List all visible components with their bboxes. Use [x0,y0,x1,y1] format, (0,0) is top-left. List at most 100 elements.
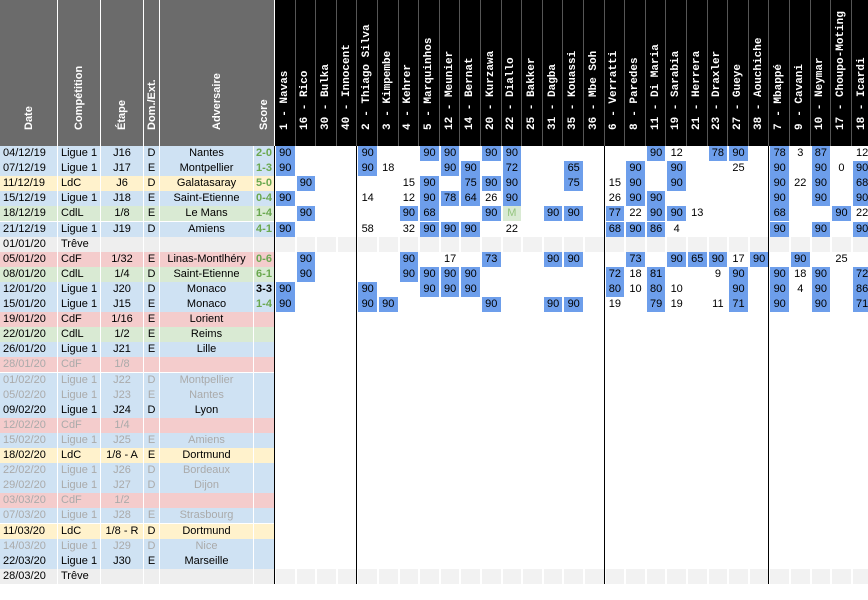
player-minutes-cell [729,463,748,478]
player-minutes-cell: 68 [605,221,625,237]
table-row[interactable]: 01/01/20 Trêve [0,236,868,252]
table-row[interactable]: 28/03/20 Trêve [0,568,868,584]
player-minutes-cell [667,448,686,463]
table-row[interactable]: 05/02/20 Ligue 1 J23 E Nantes [0,387,868,403]
player-header[interactable]: 18 - Icardi [851,0,868,146]
player-header[interactable]: 14 - Bernat [460,0,481,146]
player-minutes-cell [667,524,686,539]
player-header[interactable]: 9 - Cavani [790,0,811,146]
table-row[interactable]: 12/02/20 CdF 1/4 [0,417,868,433]
match-etape: 1/4 [101,417,144,433]
player-header[interactable]: 8 - Paredes [625,0,646,146]
player-minutes-cell [770,373,789,388]
player-header[interactable]: 16 - Rico [295,0,317,146]
header-etape[interactable]: Étape [101,0,144,146]
table-row[interactable]: 12/01/20 Ligue 1 J20 D Monaco 3-3 90 90 90 90 90 80… [0,281,868,297]
match-date: 21/12/19 [0,221,58,237]
table-row[interactable]: 09/02/20 Ligue 1 J24 D Lyon [0,402,868,418]
player-minutes-cell [647,161,666,176]
table-row[interactable]: 21/12/19 Ligue 1 J19 D Amiens 4-1 90 58 32 90 90 90… [0,221,868,237]
header-competition[interactable]: Compétition [58,0,101,146]
player-header[interactable]: 27 - Gueye [728,0,749,146]
player-minutes-cell [358,206,377,221]
table-row[interactable]: 14/03/20 Ligue 1 J29 D Nice [0,538,868,554]
player-minutes-cell [729,508,748,523]
table-row[interactable]: 15/01/20 Ligue 1 J15 E Monaco 1-4 90 90 90 90 90 90… [0,297,868,312]
table-row[interactable]: 01/02/20 Ligue 1 J22 D Montpellier [0,372,868,388]
header-score[interactable]: Score [254,0,275,146]
table-row[interactable]: 08/01/20 CdlL 1/4 D Saint-Etienne 6-1 90 90 90 90… [0,266,868,282]
player-header[interactable]: 2 - Thiago Silva [357,0,378,146]
player-header[interactable]: 11 - Di Maria [645,0,667,146]
player-minutes-cell [750,433,769,448]
table-row[interactable]: 11/03/20 LdC 1/8 - R D Dortmund [0,523,868,539]
match-date: 03/03/20 [0,493,58,509]
player-minutes-cell [317,312,336,327]
player-header[interactable]: 12 - Meunier [439,0,461,146]
player-header[interactable]: 23 - Draxler [707,0,729,146]
player-header[interactable]: 21 - Herrera [687,0,708,146]
player-header[interactable]: 6 - Verratti [604,0,626,146]
header-date[interactable]: Date [0,0,58,146]
player-minutes-cell [503,373,522,388]
match-date: 15/12/19 [0,191,58,207]
table-row[interactable]: 18/12/19 CdlL 1/8 E Le Mans 1-4 90 90 68 90 M 90 90 7… [0,206,868,222]
match-venue: E [144,342,160,358]
table-row[interactable]: 22/03/20 Ligue 1 J30 E Marseille [0,553,868,569]
player-header[interactable]: 22 - Diallo [501,0,523,146]
player-header[interactable]: 38 - Aouchiche [748,0,770,146]
table-row[interactable]: 15/02/20 Ligue 1 J25 E Amiens [0,432,868,448]
player-minutes-cell [297,357,316,372]
player-header[interactable]: 5 - Marquinhos [419,0,440,146]
header-dom[interactable]: Dom./Ext. [144,0,160,146]
table-row[interactable]: 03/03/20 CdF 1/2 [0,493,868,509]
table-row[interactable]: 22/02/20 Ligue 1 J26 D Bordeaux [0,463,868,479]
player-minutes-cell [585,176,604,191]
player-header[interactable]: 19 - Sarabia [666,0,687,146]
match-etape [101,568,144,584]
player-header[interactable]: 25 - Bakker [522,0,543,146]
player-header[interactable]: 31 - Dagba [542,0,564,146]
player-minutes-cell [709,161,728,176]
player-header[interactable]: 3 - Kimpembe [378,0,399,146]
player-header[interactable]: 1 - Navas [275,0,296,146]
player-header[interactable]: 10 - Neymar [810,0,832,146]
player-minutes-cell [853,418,868,433]
match-date: 08/01/20 [0,266,58,282]
player-minutes-cell [420,388,439,403]
player-header[interactable]: 36 - Mbe Soh [584,0,605,146]
player-minutes-cell [276,539,295,554]
player-minutes-cell [812,463,831,478]
table-row[interactable]: 05/01/20 CdF 1/32 E Linas-Montlhéry 0-6 90 90 17… [0,251,868,267]
player-minutes-cell [585,493,604,508]
player-header[interactable]: 7 - Mbappé [769,0,790,146]
match-opponent: Montpellier [160,372,254,388]
table-row[interactable]: 29/02/20 Ligue 1 J27 D Dijon [0,478,868,494]
player-minutes-cell [482,524,501,539]
table-row[interactable]: 26/01/20 Ligue 1 J21 E Lille [0,342,868,358]
table-row[interactable]: 18/02/20 LdC 1/8 - A E Dortmund [0,448,868,463]
table-row[interactable]: 11/12/19 LdC J6 D Galatasaray 5-0 90 15 90 75 90 90… [0,176,868,192]
player-minutes-cell [626,448,645,463]
table-row[interactable]: 07/12/19 Ligue 1 J17 E Montpellier 1-3 90 90 18 9… [0,161,868,177]
player-minutes-cell [709,191,728,206]
player-header[interactable]: 30 - Bulka [316,0,337,146]
player-header[interactable]: 17 - Choupo-Moting [831,0,852,146]
player-header[interactable]: 20 - Kurzawa [481,0,502,146]
match-competition: Ligue 1 [58,432,101,448]
player-minutes-cell: 90 [626,221,645,237]
table-row[interactable]: 28/01/20 CdF 1/8 [0,357,868,373]
player-header[interactable]: 4 - Kehrer [398,0,420,146]
player-minutes-cell [358,524,377,539]
table-row[interactable]: 04/12/19 Ligue 1 J16 D Nantes 2-0 90 90 90 90 90 90… [0,146,868,161]
table-row[interactable]: 22/01/20 CdlL 1/2 E Reims [0,327,868,343]
table-row[interactable]: 15/12/19 Ligue 1 J18 E Saint-Etienne 0-4 90 14 1… [0,191,868,207]
player-header[interactable]: 35 - Kouassi [563,0,584,146]
table-row[interactable]: 07/03/20 Ligue 1 J28 E Strasbourg [0,508,868,524]
player-header[interactable]: 40 - Innocent [336,0,358,146]
player-minutes-cell [791,478,810,493]
table-row[interactable]: 19/01/20 CdF 1/16 E Lorient [0,312,868,328]
player-minutes-cell [585,433,604,448]
player-minutes-cell [503,312,522,327]
match-venue [144,493,160,509]
